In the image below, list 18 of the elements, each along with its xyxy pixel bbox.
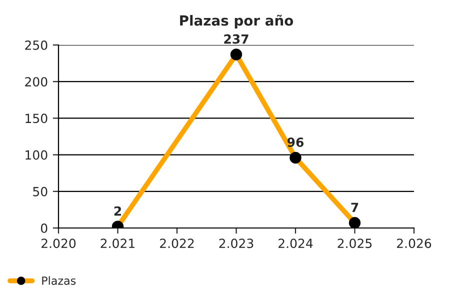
legend-label: Plazas xyxy=(42,276,76,285)
y-tick-label: 250 xyxy=(25,40,48,50)
x-tick-label: 2.022 xyxy=(160,238,194,248)
data-label: 237 xyxy=(224,34,248,44)
x-tick-label: 2.026 xyxy=(397,238,432,248)
data-label: 7 xyxy=(351,202,358,212)
y-tick-label: 50 xyxy=(33,186,48,196)
data-label: 2 xyxy=(114,206,122,216)
x-tick-label: 2.020 xyxy=(42,238,76,248)
y-tick-label: 150 xyxy=(26,114,48,124)
x-tick-label: 2.023 xyxy=(219,238,254,248)
x-tick-label: 2.021 xyxy=(100,238,134,248)
y-tick-label: 100 xyxy=(26,150,48,160)
x-tick-label: 2.024 xyxy=(278,238,313,248)
y-tick-label: 0 xyxy=(40,223,48,233)
y-tick-label: 200 xyxy=(25,77,48,87)
chart-title: Plazas por año xyxy=(180,14,294,28)
x-tick-label: 2.025 xyxy=(338,238,372,248)
